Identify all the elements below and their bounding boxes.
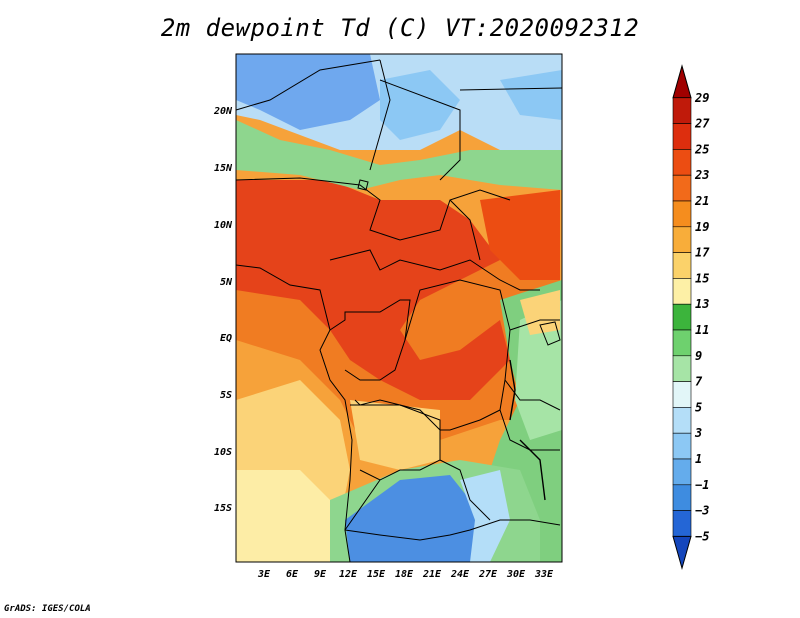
lat-tick-label: 15S [214, 503, 232, 514]
colorbar-label: 25 [694, 142, 709, 156]
colorbar-segment [672, 226, 692, 253]
colorbar-label: 17 [695, 246, 710, 260]
colorbar-segment [672, 97, 692, 124]
colorbar-label: 15 [695, 271, 709, 285]
map-title: 2m dewpoint Td (C) VT:2020092312 [160, 14, 640, 42]
colorbar-label: 1 [695, 452, 702, 466]
field-pale-sw [236, 470, 330, 562]
border-drc [354, 279, 511, 431]
border-south [344, 519, 561, 541]
colorbar-label: 7 [695, 375, 703, 389]
colorbar-label: 29 [694, 91, 709, 105]
lon-tick-label: 33E [534, 569, 554, 580]
border-angola [344, 404, 491, 531]
lon-tick-label: 3E [257, 569, 271, 580]
field-blue-south [345, 475, 480, 562]
colorbar-label: 27 [694, 117, 710, 131]
colorbar-label: 23 [694, 168, 709, 182]
field-blue-nw [236, 54, 380, 130]
colorbar-segment [672, 123, 692, 150]
lon-tick-label: 15E [367, 569, 386, 580]
colorbar-label: 13 [695, 297, 709, 311]
lake-chad [357, 179, 369, 191]
grads-credit: GrADS: IGES/COLA [4, 604, 91, 614]
colorbar-segment [672, 355, 692, 382]
lon-tick-label: 12E [339, 569, 358, 580]
colorbar-segment [672, 252, 692, 279]
colorbar-label: −5 [695, 529, 709, 543]
border-cameroon [329, 299, 411, 381]
lon-tick-label: 24E [450, 569, 470, 580]
colorbar-segment [672, 278, 692, 305]
colorbar-segment [672, 200, 692, 228]
rift-lakes [509, 359, 546, 501]
field-blue-ne [500, 70, 562, 120]
colorbar-segment [672, 484, 692, 511]
colorbar-label: 11 [695, 323, 709, 337]
lon-tick-label: 21E [422, 569, 442, 580]
lat-tick-label: 5N [220, 277, 233, 288]
border-north [235, 59, 563, 181]
lat-tick-label: 10N [214, 220, 233, 231]
border-central [329, 199, 540, 291]
lon-tick-label: 27E [478, 569, 498, 580]
map-frame [235, 53, 563, 563]
field-lightblue-south [460, 470, 510, 562]
colorbar-label: 9 [695, 349, 702, 363]
lat-tick-label: 15N [214, 163, 233, 174]
colorbar-segment [672, 381, 692, 408]
colorbar-segment [672, 329, 692, 357]
colorbar-segment [672, 432, 692, 460]
colorbar-segment [672, 174, 692, 202]
colorbar-segment [672, 303, 692, 331]
lat-axis: 20N 15N 10N 5N EQ 5S 10S 15S [213, 106, 233, 514]
field-red-east [480, 190, 560, 280]
colorbar-label: 5 [695, 400, 702, 414]
lon-tick-label: 9E [314, 569, 327, 580]
dewpoint-field [235, 53, 563, 563]
border-east [499, 319, 561, 451]
colorbar-label: 3 [694, 426, 702, 440]
colorbar-segment [672, 407, 692, 434]
coastline-west [235, 264, 353, 563]
colorbar-label: −1 [695, 478, 709, 492]
lake-victoria [539, 321, 561, 346]
colorbar-segment [672, 149, 692, 176]
border-sahel [235, 177, 511, 241]
lon-axis: 3E 6E 9E 12E 15E 18E 21E 24E 27E 30E 33E [257, 569, 554, 580]
colorbar-segment [672, 510, 692, 537]
lat-tick-label: 20N [213, 106, 233, 117]
lon-tick-label: 30E [506, 569, 526, 580]
colorbar-label: 19 [695, 220, 709, 234]
colorbar-label: −3 [695, 504, 709, 518]
colorbar: 29 27 25 23 21 19 17 15 13 11 9 7 5 3 1 −1 −3 −5 [672, 64, 710, 571]
lat-tick-label: 10S [214, 447, 232, 458]
colorbar-top-triangle [672, 64, 692, 99]
field-red-core [236, 180, 510, 400]
colorbar-label: 21 [694, 194, 709, 208]
lat-tick-label: EQ [220, 333, 232, 344]
borders [235, 59, 563, 563]
field-green-band [236, 120, 562, 190]
colorbar-segment [672, 458, 692, 486]
lon-tick-label: 18E [395, 569, 414, 580]
colorbar-bottom-triangle [672, 535, 692, 571]
lat-tick-label: 5S [220, 390, 232, 401]
lon-tick-label: 6E [286, 569, 299, 580]
field-yellow-s [350, 400, 440, 470]
